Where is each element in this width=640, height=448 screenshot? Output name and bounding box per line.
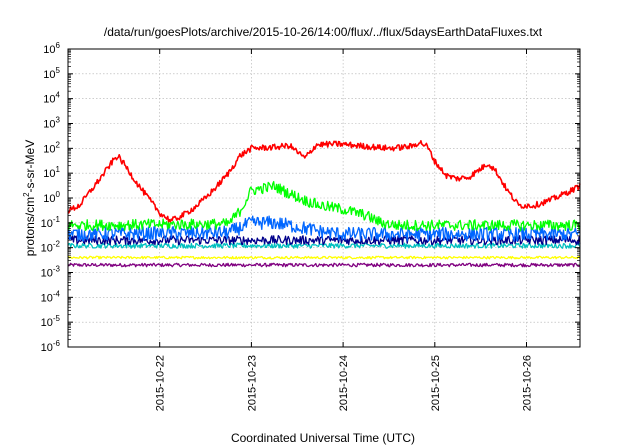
series-line (67, 140, 581, 223)
y-tick-label: 10-3 (41, 265, 61, 280)
y-tick-base: 10 (41, 292, 53, 304)
x-tick-label: 2015-10-26 (522, 355, 534, 411)
plot-area (67, 140, 581, 268)
x-tick-label: 2015-10-24 (338, 355, 350, 411)
y-tick-label: 10-5 (41, 314, 61, 329)
y-tick-exp: -5 (53, 314, 61, 323)
x-tick-label: 2015-10-23 (246, 355, 258, 411)
y-tick-label: 10-2 (41, 240, 61, 255)
y-label-rest: -s-sr-MeV (23, 140, 37, 193)
series-line (67, 255, 581, 260)
y-tick-base: 10 (43, 143, 55, 155)
y-tick-base: 10 (41, 243, 53, 255)
y-tick-base: 10 (41, 317, 53, 329)
y-tick-exp: 1 (56, 165, 61, 174)
x-axis-label: Coordinated Universal Time (UTC) (231, 431, 415, 445)
y-tick-label: 10-6 (41, 339, 61, 354)
y-tick-label: 104 (43, 91, 60, 106)
y-tick-base: 10 (41, 268, 53, 280)
y-tick-exp: 4 (56, 91, 61, 100)
y-tick-label: 105 (43, 66, 60, 81)
y-tick-exp: -2 (53, 240, 61, 249)
y-tick-exp: 6 (56, 41, 61, 50)
y-label-sup: 2 (22, 192, 31, 197)
axes: 10-610-510-410-310-210-11001011021031041… (41, 41, 581, 411)
y-tick-base: 10 (43, 168, 55, 180)
y-tick-exp: 3 (56, 116, 61, 125)
series-line (67, 215, 581, 242)
y-tick-base: 10 (43, 193, 55, 205)
y-label-base: protons/cm (23, 197, 37, 256)
x-tick-label: 2015-10-25 (430, 355, 442, 411)
y-tick-exp: 2 (56, 140, 61, 149)
y-tick-exp: -1 (53, 215, 61, 224)
y-tick-exp: 0 (56, 190, 61, 199)
y-tick-base: 10 (43, 119, 55, 131)
y-tick-label: 102 (43, 140, 60, 155)
grid (68, 49, 580, 347)
x-tick-label: 2015-10-22 (155, 355, 167, 411)
y-tick-exp: -6 (53, 339, 61, 348)
y-tick-label: 101 (43, 165, 60, 180)
y-tick-base: 10 (43, 69, 55, 81)
series-line (67, 180, 581, 232)
y-tick-base: 10 (41, 342, 53, 354)
plot-border (67, 48, 581, 348)
series-line (67, 235, 581, 246)
y-tick-exp: -3 (53, 265, 61, 274)
y-axis-label: protons/cm2-s-sr-MeV (22, 140, 37, 256)
y-tick-base: 10 (43, 44, 55, 56)
y-tick-base: 10 (41, 218, 53, 230)
y-tick-label: 10-4 (41, 289, 61, 304)
y-tick-label: 100 (43, 190, 60, 205)
y-tick-label: 10-1 (41, 215, 61, 230)
y-tick-base: 10 (43, 94, 55, 106)
chart-title: /data/run/goesPlots/archive/2015-10-26/1… (104, 25, 543, 39)
y-tick-exp: 5 (56, 66, 61, 75)
y-tick-label: 103 (43, 116, 60, 131)
series-line (67, 262, 581, 268)
y-tick-exp: -4 (53, 289, 61, 298)
y-tick-label: 106 (43, 41, 60, 56)
